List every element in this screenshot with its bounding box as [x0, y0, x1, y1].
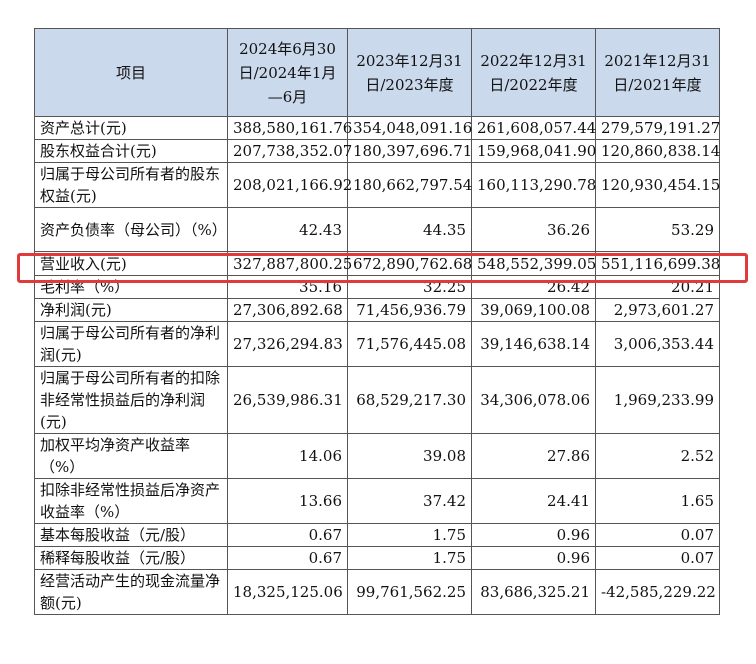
- row-value: 672,890,762.68: [347, 251, 472, 276]
- row-value: 0.67: [227, 546, 348, 570]
- financial-table-container: 项目 2024年6月30日/2024年1月—6月 2023年12月31日/202…: [34, 28, 720, 615]
- table-row: 扣除非经常性损益后净资产收益率（%） 13.66 37.42 24.41 1.65: [34, 478, 720, 524]
- row-value: 1,969,233.99: [595, 366, 720, 434]
- row-value: 68,529,217.30: [347, 366, 472, 434]
- header-2022: 2022年12月31日/2022年度: [471, 28, 596, 117]
- row-label: 基本每股收益（元/股）: [34, 523, 228, 547]
- table-row: 资产总计(元) 388,580,161.76 354,048,091.16 261,6…: [34, 116, 720, 140]
- row-value: 32.25: [347, 275, 472, 299]
- row-label: 毛利率（%）: [34, 275, 228, 299]
- row-value: 37.42: [347, 478, 472, 524]
- row-value: 2,973,601.27: [595, 298, 720, 322]
- financial-data-table: 项目 2024年6月30日/2024年1月—6月 2023年12月31日/202…: [34, 28, 720, 615]
- row-value: 26,539,986.31: [227, 366, 348, 434]
- row-value: 42.43: [227, 207, 348, 252]
- row-value: 3,006,353.44: [595, 321, 720, 367]
- row-value: 35.16: [227, 275, 348, 299]
- row-value: 1.75: [347, 546, 472, 570]
- table-row: 稀释每股收益（元/股） 0.67 1.75 0.96 0.07: [34, 546, 720, 570]
- header-2021: 2021年12月31日/2021年度: [595, 28, 720, 117]
- row-value: 27.86: [471, 433, 596, 479]
- row-value: 13.66: [227, 478, 348, 524]
- row-value: 388,580,161.76: [227, 116, 352, 140]
- row-value: 180,662,797.54: [347, 162, 472, 208]
- table-row: 归属于母公司所有者的股东权益(元) 208,021,166.92 180,662,7…: [34, 162, 720, 208]
- row-value: 36.26: [471, 207, 596, 252]
- row-value: 551,116,699.38: [595, 251, 720, 276]
- row-value: 53.29: [595, 207, 720, 252]
- table-row: 归属于母公司所有者的净利润(元) 27,326,294.83 71,576,445.…: [34, 321, 720, 367]
- row-label: 资产负债率（母公司）（%）: [34, 207, 228, 252]
- row-label: 扣除非经常性损益后净资产收益率（%）: [34, 478, 228, 524]
- row-value: 26.42: [471, 275, 596, 299]
- table-row: 经营活动产生的现金流量净额(元) 18,325,125.06 99,761,562.…: [34, 569, 720, 615]
- row-value: 548,552,399.05: [471, 251, 596, 276]
- row-value: 1.75: [347, 523, 472, 547]
- row-value: 83,686,325.21: [471, 569, 596, 615]
- row-value: 327,887,800.25: [227, 251, 352, 276]
- table-row: 资产负债率（母公司）（%） 42.43 44.35 36.26 53.29: [34, 207, 720, 252]
- table-row: 毛利率（%） 35.16 32.25 26.42 20.21: [34, 275, 720, 299]
- row-value: 39,146,638.14: [471, 321, 596, 367]
- row-value: 99,761,562.25: [347, 569, 472, 615]
- row-label: 股东权益合计(元): [34, 139, 228, 163]
- row-value: 354,048,091.16: [347, 116, 472, 140]
- row-value: 0.07: [595, 523, 720, 547]
- row-value: 160,113,290.78: [471, 162, 596, 208]
- table-row: 基本每股收益（元/股） 0.67 1.75 0.96 0.07: [34, 523, 720, 547]
- table-row: 净利润(元) 27,306,892.68 71,456,936.79 39,069,1…: [34, 298, 720, 322]
- row-value: 14.06: [227, 433, 348, 479]
- row-value: 24.41: [471, 478, 596, 524]
- row-value: 120,860,838.14: [595, 139, 720, 163]
- row-label: 净利润(元): [34, 298, 228, 322]
- row-value: 279,579,191.27: [595, 116, 720, 140]
- row-label: 经营活动产生的现金流量净额(元): [34, 569, 228, 615]
- row-value: 44.35: [347, 207, 472, 252]
- row-value: 2.52: [595, 433, 720, 479]
- header-2024h1: 2024年6月30日/2024年1月—6月: [227, 28, 348, 117]
- row-value: 0.96: [471, 523, 596, 547]
- table-header-row: 项目 2024年6月30日/2024年1月—6月 2023年12月31日/202…: [34, 28, 720, 117]
- row-label: 归属于母公司所有者的扣除非经常性损益后的净利润(元): [34, 366, 228, 434]
- row-value: 0.07: [595, 546, 720, 570]
- row-value: 159,968,041.90: [471, 139, 596, 163]
- row-value: 1.65: [595, 478, 720, 524]
- row-value: 207,738,352.07: [227, 139, 352, 163]
- header-2023: 2023年12月31日/2023年度: [347, 28, 472, 117]
- row-value: 71,456,936.79: [347, 298, 472, 322]
- row-value: 0.67: [227, 523, 348, 547]
- row-value: 34,306,078.06: [471, 366, 596, 434]
- table-row: 归属于母公司所有者的扣除非经常性损益后的净利润(元) 26,539,986.31 6…: [34, 366, 720, 434]
- row-value: 39,069,100.08: [471, 298, 596, 322]
- row-label: 资产总计(元): [34, 116, 228, 140]
- table-row: 股东权益合计(元) 207,738,352.07 180,397,696.71 159…: [34, 139, 720, 163]
- row-value: 20.21: [595, 275, 720, 299]
- table-row: 加权平均净资产收益率（%） 14.06 39.08 27.86 2.52: [34, 433, 720, 479]
- row-value: 261,608,057.44: [471, 116, 596, 140]
- row-value: 27,306,892.68: [227, 298, 348, 322]
- row-value: 27,326,294.83: [227, 321, 348, 367]
- header-item: 项目: [34, 28, 228, 117]
- row-value: 0.96: [471, 546, 596, 570]
- row-value: 18,325,125.06: [227, 569, 348, 615]
- row-label: 归属于母公司所有者的股东权益(元): [34, 162, 228, 208]
- row-value: 71,576,445.08: [347, 321, 472, 367]
- row-value: 120,930,454.15: [595, 162, 720, 208]
- row-label: 归属于母公司所有者的净利润(元): [34, 321, 228, 367]
- row-value: 208,021,166.92: [227, 162, 352, 208]
- table-body: 资产总计(元) 388,580,161.76 354,048,091.16 261,6…: [34, 116, 720, 615]
- table-row: 营业收入(元) 327,887,800.25 672,890,762.68 548,5…: [34, 251, 720, 276]
- row-value: 39.08: [347, 433, 472, 479]
- row-label: 营业收入(元): [34, 251, 228, 276]
- row-value: 180,397,696.71: [347, 139, 472, 163]
- row-label: 稀释每股收益（元/股）: [34, 546, 228, 570]
- row-label: 加权平均净资产收益率（%）: [34, 433, 228, 479]
- row-value: -42,585,229.22: [595, 569, 720, 615]
